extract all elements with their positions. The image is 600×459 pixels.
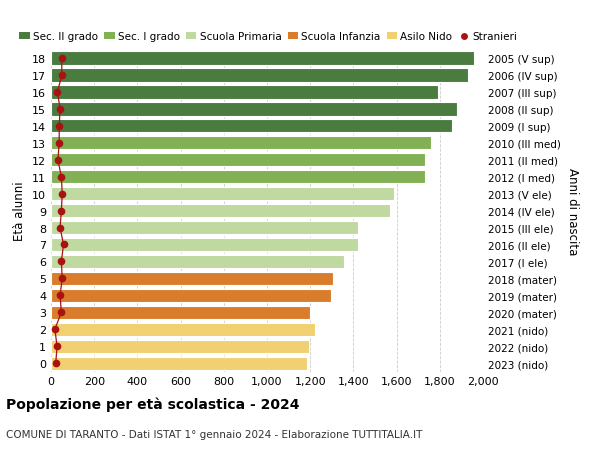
Bar <box>51 238 358 252</box>
Bar <box>51 188 394 201</box>
Bar <box>51 289 331 302</box>
Bar <box>51 137 431 150</box>
Bar <box>51 120 452 133</box>
Bar <box>51 255 344 269</box>
Bar <box>51 221 358 235</box>
Bar <box>51 171 425 184</box>
Bar <box>51 52 475 66</box>
Bar <box>51 103 457 116</box>
Bar <box>51 86 437 99</box>
Bar <box>51 323 314 336</box>
Bar <box>51 272 333 285</box>
Text: COMUNE DI TARANTO - Dati ISTAT 1° gennaio 2024 - Elaborazione TUTTITALIA.IT: COMUNE DI TARANTO - Dati ISTAT 1° gennai… <box>6 429 422 439</box>
Bar <box>51 205 390 218</box>
Bar <box>51 154 425 167</box>
Y-axis label: Anni di nascita: Anni di nascita <box>566 168 579 255</box>
Text: Popolazione per età scolastica - 2024: Popolazione per età scolastica - 2024 <box>6 397 299 412</box>
Legend: Sec. II grado, Sec. I grado, Scuola Primaria, Scuola Infanzia, Asilo Nido, Stran: Sec. II grado, Sec. I grado, Scuola Prim… <box>19 32 517 42</box>
Bar <box>51 340 309 353</box>
Bar <box>51 69 468 83</box>
Bar <box>51 357 307 370</box>
Y-axis label: Età alunni: Età alunni <box>13 181 26 241</box>
Bar <box>51 306 310 319</box>
